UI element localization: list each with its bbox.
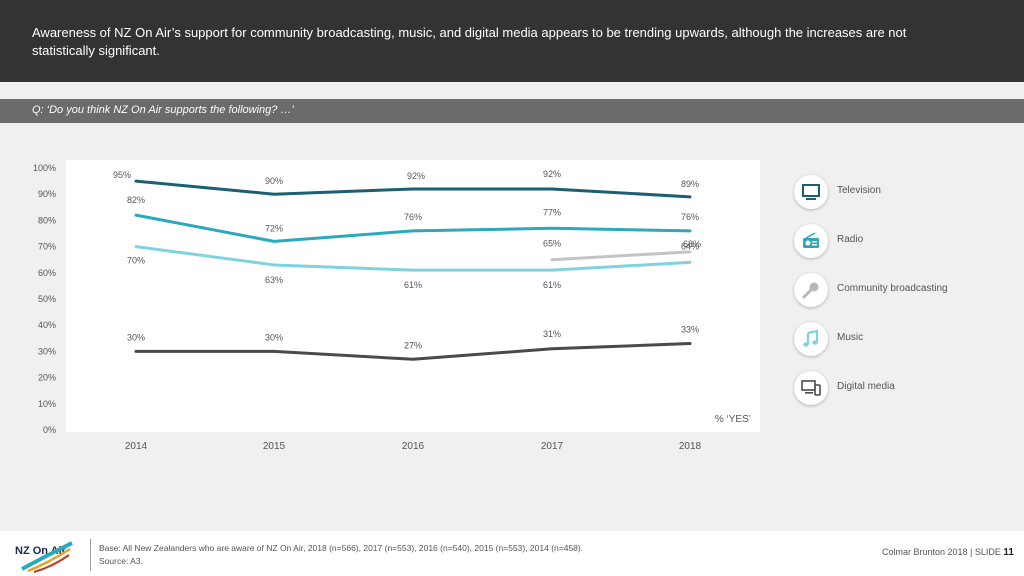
legend-label: Community broadcasting	[837, 283, 948, 294]
nz-on-air-logo: NZ On Air	[14, 539, 76, 573]
data-label-music: 68%	[683, 239, 701, 249]
footer-divider	[90, 539, 91, 571]
y-tick-label: 30%	[38, 346, 56, 356]
y-tick-label: 100%	[33, 163, 56, 173]
data-label-radio: 82%	[127, 195, 145, 205]
credit-text: Colmar Brunton 2018 | SLIDE	[882, 547, 1001, 557]
slide-credit: Colmar Brunton 2018 | SLIDE 11	[882, 547, 1014, 558]
y-tick-label: 10%	[38, 399, 56, 409]
x-tick-label: 2016	[402, 441, 425, 452]
radio-icon	[794, 224, 828, 258]
y-axis-label: % ‘YES’	[715, 414, 751, 425]
y-tick-label: 70%	[38, 242, 56, 252]
x-tick-label: 2017	[541, 441, 564, 452]
data-label-digital-media: 30%	[265, 332, 283, 342]
data-label-digital-media: 27%	[404, 340, 422, 350]
y-tick-label: 80%	[38, 215, 56, 225]
y-tick-label: 60%	[38, 268, 56, 278]
devices-icon	[794, 371, 828, 405]
data-label-television: 92%	[543, 169, 561, 179]
line-chart: 0% 10% 20% 30% 40% 50% 60% 70% 80% 90% 100% 2014 201…	[33, 163, 751, 452]
data-label-radio: 76%	[681, 212, 699, 222]
data-label-television: 89%	[681, 179, 699, 189]
page-title: Awareness of NZ On Air’s support for com…	[32, 25, 907, 58]
data-label-music: 65%	[543, 239, 561, 249]
x-tick-label: 2014	[125, 441, 148, 452]
legend-item-digital-media: Digital media	[794, 371, 994, 405]
data-label-television: 90%	[265, 176, 283, 186]
footer: NZ On Air Base: All New Zealanders who a…	[0, 531, 1024, 576]
footer-notes: Base: All New Zealanders who are aware o…	[99, 542, 583, 568]
y-tick-label: 50%	[38, 294, 56, 304]
series-line-radio	[134, 213, 692, 243]
data-label-digital-media: 33%	[681, 325, 699, 335]
data-label-radio: 76%	[404, 212, 422, 222]
data-label-television: 92%	[407, 171, 425, 181]
y-tick-label: 40%	[38, 320, 56, 330]
music-note-icon	[794, 322, 828, 356]
question-bar: Q: ‘Do you think NZ On Air supports the …	[0, 99, 1024, 123]
data-label-community-broadcasting: 61%	[543, 280, 561, 290]
legend-label: Television	[837, 185, 881, 196]
microphone-icon	[794, 273, 828, 307]
y-tick-label: 20%	[38, 373, 56, 383]
base-note: Base: All New Zealanders who are aware o…	[99, 543, 584, 553]
series-line-music	[550, 250, 692, 262]
y-tick-label: 90%	[38, 189, 56, 199]
legend-item-television: Television	[794, 175, 994, 209]
legend-label: Digital media	[837, 381, 895, 392]
tv-icon	[794, 175, 828, 209]
data-label-community-broadcasting: 64%	[681, 241, 699, 251]
series-line-digital-media	[134, 342, 692, 361]
x-tick-label: 2018	[679, 441, 702, 452]
data-label-community-broadcasting: 70%	[127, 256, 145, 266]
legend-label: Radio	[837, 234, 864, 245]
series-line-television	[134, 179, 692, 199]
data-label-television: 95%	[113, 170, 131, 180]
slide-number: 11	[1003, 547, 1014, 558]
chart-plot-area	[66, 160, 760, 432]
legend-label: Music	[837, 332, 864, 343]
x-tick-label: 2015	[263, 441, 286, 452]
header-bar: Awareness of NZ On Air’s support for com…	[0, 0, 1024, 82]
data-label-digital-media: 30%	[127, 332, 145, 342]
data-label-community-broadcasting: 61%	[404, 280, 422, 290]
legend-item-community-broadcasting: Community broadcasting	[794, 273, 994, 307]
data-label-radio: 77%	[543, 207, 561, 217]
source-note: Source: A3.	[99, 556, 143, 566]
legend-item-radio: Radio	[794, 224, 994, 258]
question-text: Q: ‘Do you think NZ On Air supports the …	[32, 104, 294, 116]
y-tick-label: 0%	[43, 425, 56, 435]
legend-item-music: Music	[794, 322, 994, 356]
data-label-radio: 72%	[265, 223, 283, 233]
data-label-community-broadcasting: 63%	[265, 275, 283, 285]
data-label-digital-media: 31%	[543, 329, 561, 339]
series-line-community-broadcasting	[134, 245, 692, 272]
